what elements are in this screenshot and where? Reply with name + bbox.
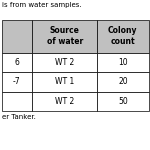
Text: is from water samples.: is from water samples. bbox=[2, 2, 81, 8]
Text: 10: 10 bbox=[118, 58, 128, 67]
Text: -7: -7 bbox=[13, 77, 21, 86]
Bar bbox=[97, 20, 148, 52]
Bar bbox=[2, 20, 32, 52]
Text: 50: 50 bbox=[118, 97, 128, 106]
Bar bbox=[2, 52, 32, 72]
Text: WT 2: WT 2 bbox=[55, 97, 74, 106]
Text: 6: 6 bbox=[14, 58, 19, 67]
Bar bbox=[97, 72, 148, 92]
Bar bbox=[32, 92, 97, 111]
Bar bbox=[2, 72, 32, 92]
Bar bbox=[32, 20, 97, 52]
Text: WT 1: WT 1 bbox=[55, 77, 74, 86]
Text: er Tanker.: er Tanker. bbox=[2, 114, 35, 120]
Text: 20: 20 bbox=[118, 77, 128, 86]
Text: WT 2: WT 2 bbox=[55, 58, 74, 67]
Bar bbox=[2, 92, 32, 111]
Bar bbox=[32, 72, 97, 92]
Text: Colony
count: Colony count bbox=[108, 26, 138, 46]
Text: Source
of water: Source of water bbox=[47, 26, 83, 46]
Bar bbox=[97, 52, 148, 72]
Bar bbox=[97, 92, 148, 111]
Bar bbox=[32, 52, 97, 72]
